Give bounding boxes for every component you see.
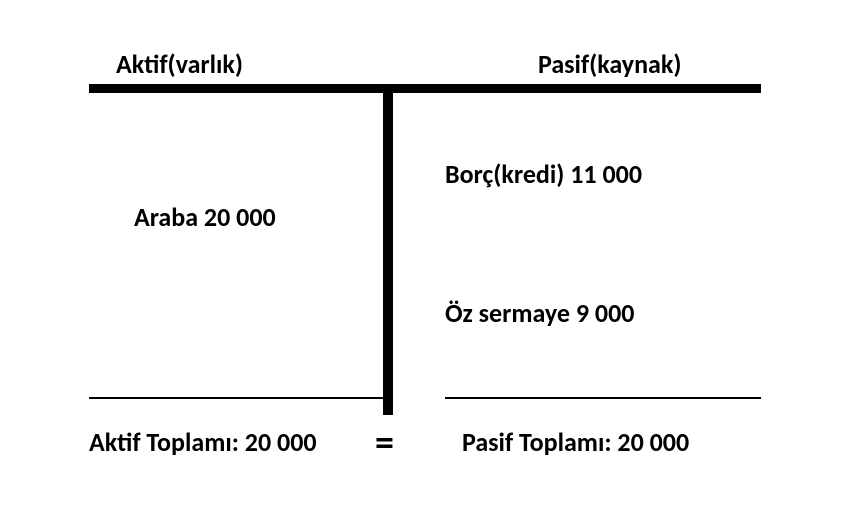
header-right: Pasif(kaynak) [538,48,681,80]
left-item-1: Araba 20 000 [134,201,276,233]
top-horizontal-bar [89,84,761,93]
header-left: Aktif(varlık) [116,48,243,80]
t-account-diagram: Aktif(varlık) Pasif(kaynak) Araba 20 000… [0,0,867,509]
total-left: Aktif Toplamı: 20 000 [89,426,317,458]
total-right: Pasif Toplamı: 20 000 [462,426,689,458]
subtotal-line-right [445,397,761,399]
equals-sign: = [375,420,394,466]
subtotal-line-left [89,397,383,399]
right-item-1: Borç(kredi) 11 000 [445,158,642,190]
right-item-2: Öz sermaye 9 000 [445,297,634,329]
vertical-divider-bar [383,84,393,415]
